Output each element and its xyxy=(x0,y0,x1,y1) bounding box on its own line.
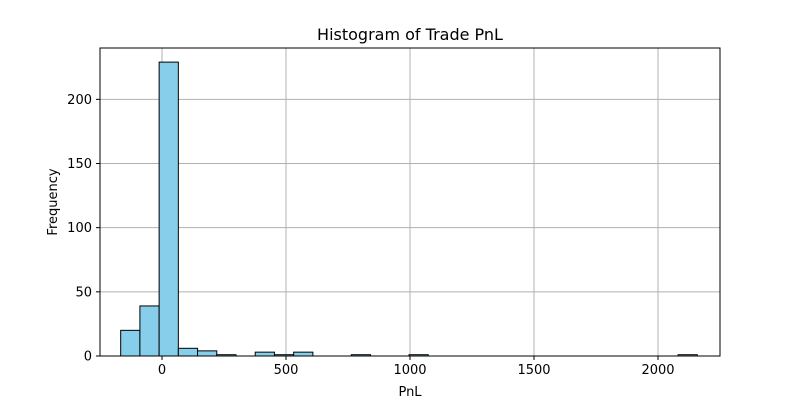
y-axis-ticks: 0 50 100 150 200 xyxy=(67,93,100,365)
x-tick-label: 1000 xyxy=(393,363,426,378)
chart-title: Histogram of Trade PnL xyxy=(317,25,503,44)
histogram-bars xyxy=(120,61,698,357)
x-tick-label: 0 xyxy=(158,363,166,378)
y-tick-label: 150 xyxy=(67,157,92,172)
histogram-bar xyxy=(254,351,275,357)
x-tick-label: 500 xyxy=(274,363,299,378)
histogram-bar xyxy=(158,61,179,357)
histogram-bar xyxy=(293,351,314,357)
histogram-bar xyxy=(139,305,160,357)
histogram-bar xyxy=(177,347,199,357)
y-tick-label: 0 xyxy=(84,350,92,365)
grid-lines xyxy=(100,48,720,357)
y-axis-label: Frequency xyxy=(46,168,61,235)
x-tick-label: 2000 xyxy=(641,363,674,378)
histogram-bar xyxy=(197,350,218,357)
y-tick-label: 100 xyxy=(67,221,92,236)
histogram-bar xyxy=(120,329,141,357)
x-axis-ticks: 0 500 1000 1500 2000 xyxy=(158,356,675,378)
y-tick-label: 50 xyxy=(75,285,92,300)
x-tick-label: 1500 xyxy=(517,363,550,378)
x-axis-label: PnL xyxy=(398,385,422,400)
y-tick-label: 200 xyxy=(67,93,92,108)
